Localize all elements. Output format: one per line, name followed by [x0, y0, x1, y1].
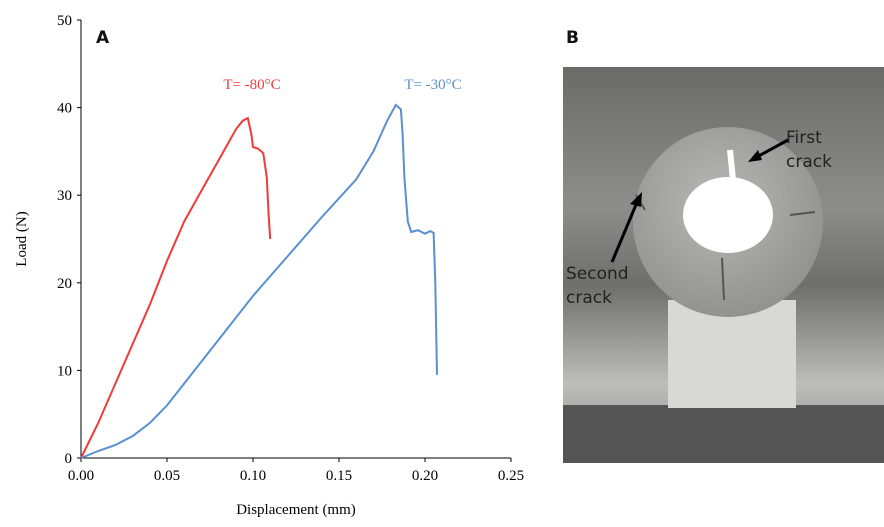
data-line [80, 116, 272, 459]
y-axis-title: Load (N) [14, 211, 30, 266]
series-label: T= -30°C [404, 77, 461, 93]
x-tick-label: 0.00 [68, 468, 94, 484]
y-tick-label: 0 [65, 451, 73, 467]
y-tick-label: 50 [57, 13, 72, 29]
data-line [80, 103, 438, 459]
x-tick-label: 0.20 [412, 468, 438, 484]
x-tick-label: 0.25 [498, 468, 524, 484]
panel-label: B [566, 28, 579, 48]
x-tick-label: 0.05 [154, 468, 180, 484]
photo-annotation: First crack [786, 128, 832, 172]
panel-label: A [96, 28, 110, 48]
x-tick-label: 0.10 [240, 468, 266, 484]
y-tick-label: 20 [57, 276, 72, 292]
x-axis-title: Displacement (mm) [236, 502, 356, 518]
photo-annotation: Second crack [566, 264, 629, 308]
y-tick-label: 30 [57, 188, 72, 204]
y-tick-label: 40 [57, 101, 72, 117]
y-tick-label: 10 [57, 363, 72, 379]
photo [563, 67, 884, 463]
x-tick-label: 0.15 [326, 468, 352, 484]
series-label: T= -80°C [223, 77, 280, 93]
